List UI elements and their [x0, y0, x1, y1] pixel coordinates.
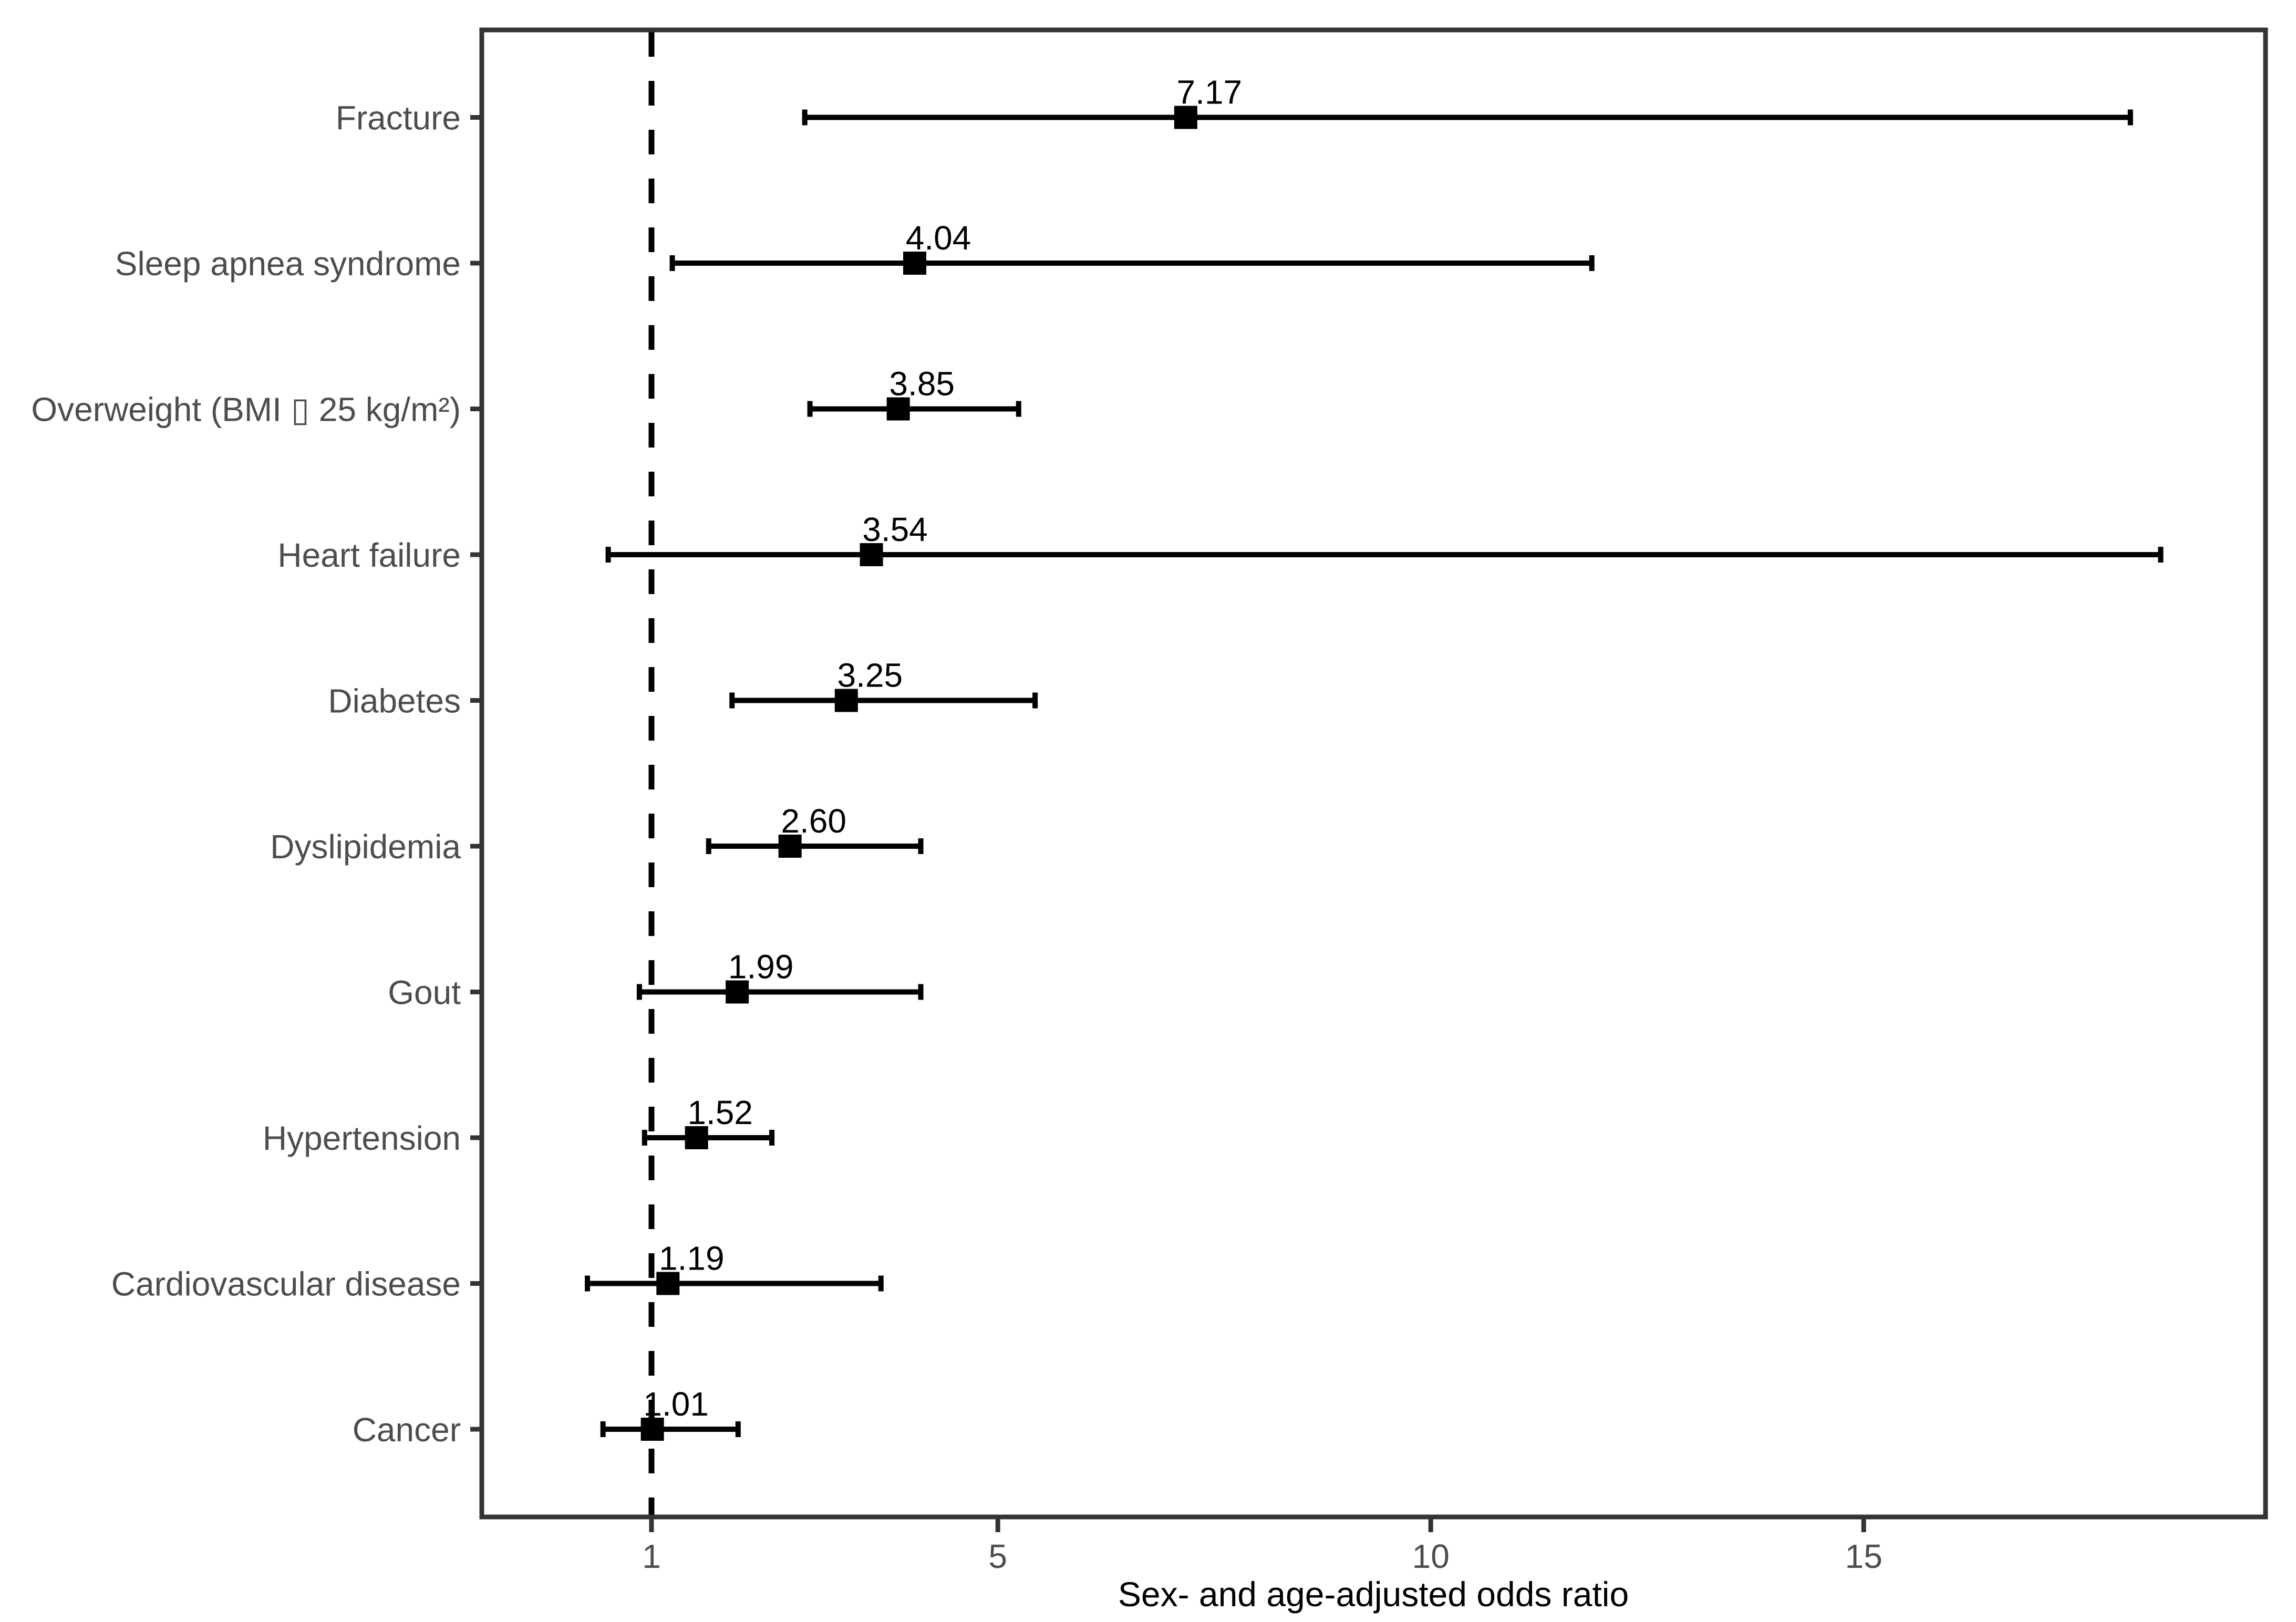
- point-marker: [886, 397, 910, 421]
- value-label: 3.85: [889, 365, 955, 403]
- category-label: Fracture: [336, 99, 461, 137]
- category-labels-group: Fracture Sleep apnea syndrome Overweight (…: [31, 99, 461, 1449]
- category-label: Dyslipidemia: [270, 828, 461, 866]
- category-label: Gout: [388, 974, 461, 1012]
- x-tick-label: 1: [642, 1537, 661, 1575]
- point-marker: [834, 689, 858, 712]
- value-label: 1.19: [659, 1240, 725, 1277]
- value-label: 4.04: [906, 219, 971, 257]
- value-labels-group: 7.17 4.04 3.85 3.54 3.25 2.60 1.99 1.52 1.19 1.01: [643, 74, 1242, 1423]
- x-tick-label: 15: [1845, 1537, 1883, 1575]
- x-axis-ticks-group: [649, 1519, 1866, 1532]
- point-marker: [640, 1418, 664, 1441]
- category-label: Hypertension: [263, 1119, 461, 1157]
- category-label: Diabetes: [328, 682, 461, 720]
- x-tick-label: 10: [1412, 1537, 1450, 1575]
- category-label: Cancer: [353, 1411, 461, 1449]
- value-label: 3.25: [837, 657, 903, 694]
- point-marker: [778, 835, 802, 858]
- value-label: 1.52: [687, 1094, 753, 1131]
- point-markers-group: [640, 106, 1197, 1441]
- error-bars-group: [585, 109, 2164, 1437]
- category-label: Heart failure: [277, 536, 461, 574]
- value-label: 1.01: [643, 1385, 709, 1423]
- point-marker: [726, 980, 749, 1004]
- category-label: Cardiovascular disease: [111, 1265, 461, 1303]
- point-marker: [903, 252, 926, 275]
- panel-border: [479, 27, 2268, 1520]
- point-marker: [860, 543, 883, 566]
- category-label: Sleep apnea syndrome: [115, 245, 461, 283]
- point-marker: [685, 1126, 708, 1149]
- value-label: 3.54: [862, 511, 928, 548]
- x-tick-label: 5: [988, 1537, 1007, 1575]
- x-axis-title: Sex- and age-adjusted odds ratio: [1118, 1575, 1629, 1614]
- category-label: Overweight (BMI ▯ 25 kg/m²): [31, 391, 461, 429]
- point-marker: [656, 1272, 680, 1295]
- point-marker: [1174, 106, 1197, 129]
- value-label: 2.60: [781, 802, 846, 840]
- x-tick-labels-group: 1 5 10 15: [642, 1537, 1883, 1575]
- value-label: 7.17: [1177, 74, 1243, 111]
- value-label: 1.99: [728, 948, 794, 986]
- y-axis-ticks-group: [470, 115, 482, 1432]
